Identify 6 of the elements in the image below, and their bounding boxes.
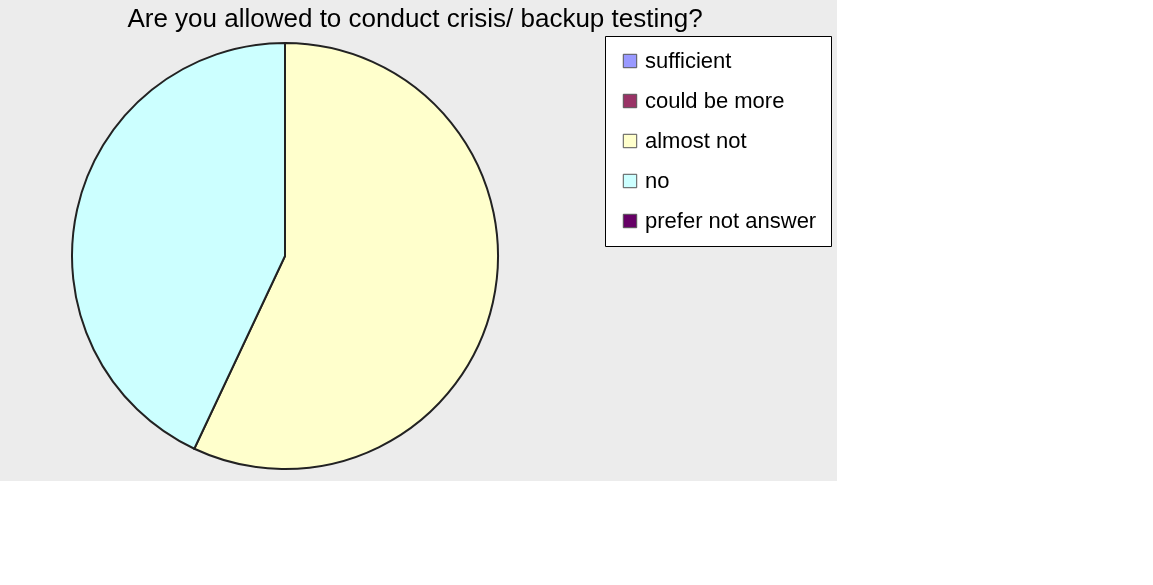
chart-title: Are you allowed to conduct crisis/ backup testing? xyxy=(127,2,703,33)
legend-label: prefer not answer xyxy=(645,208,817,233)
legend-label: could be more xyxy=(645,88,785,113)
legend-label: sufficient xyxy=(645,48,732,73)
legend-label: no xyxy=(645,168,670,193)
legend-label: almost not xyxy=(645,128,747,153)
